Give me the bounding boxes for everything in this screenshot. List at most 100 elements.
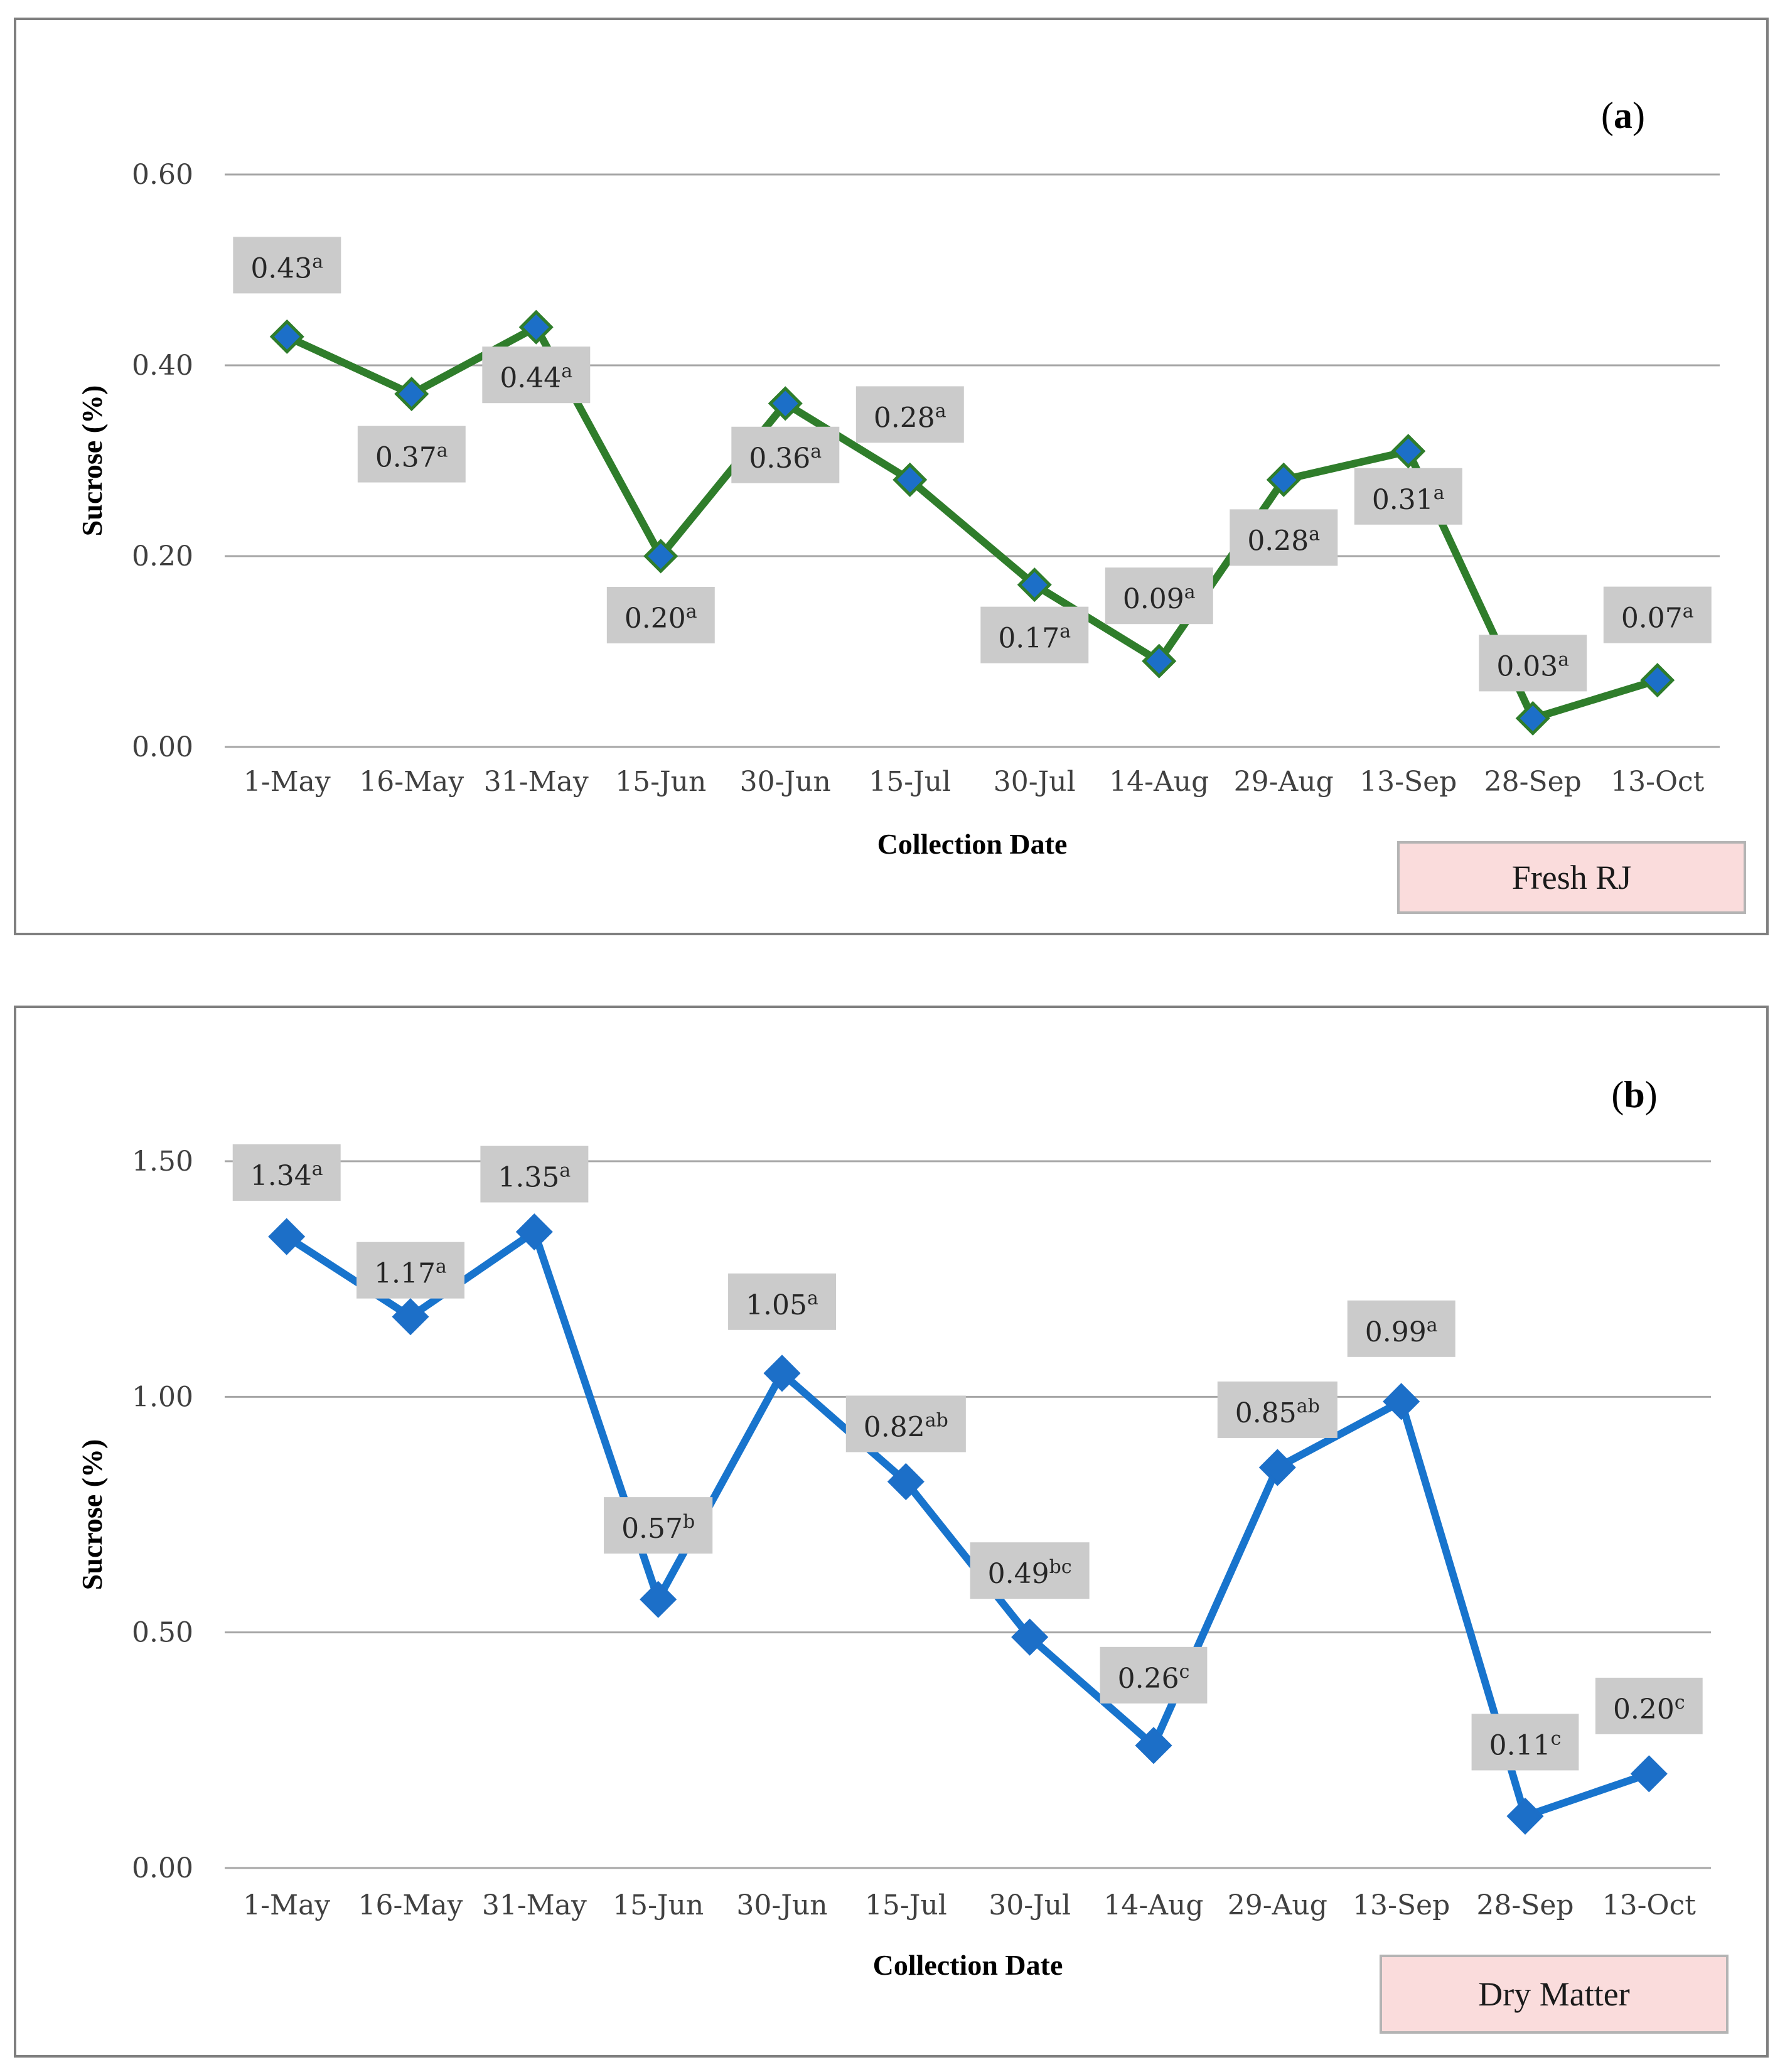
data-label-text: 0.82ab: [864, 1409, 948, 1443]
y-tick-label: 0.60: [132, 159, 193, 191]
data-label-text: 0.37a: [375, 440, 448, 474]
data-label: 0.03a: [1479, 635, 1587, 692]
x-tick-label: 1-May: [244, 766, 331, 798]
data-label-text: 1.34a: [250, 1158, 323, 1192]
data-label: 1.35a: [480, 1146, 589, 1203]
data-label: 1.34a: [232, 1144, 341, 1201]
data-label-box: [606, 587, 715, 643]
chart-panel-a: 0.00 0.20 0.40 0.60 1-May 16-May 31-May 15-Jun 3…: [14, 18, 1769, 935]
x-axis-title: Collection Date: [877, 828, 1068, 860]
legend-label: Dry Matter: [1478, 1975, 1630, 2013]
data-label-box: [855, 386, 964, 443]
data-label-text: 1.05a: [746, 1287, 818, 1321]
data-label-box: [845, 1395, 966, 1452]
data-point-marker: [1391, 434, 1426, 469]
data-label-box: [1471, 1714, 1579, 1771]
chart-panel-b: 0.00 0.50 1.00 1.50 1-May 16-May 31-May 15-Jun 3…: [14, 1006, 1769, 2058]
data-label-box: [604, 1497, 713, 1554]
data-label-box: [1230, 509, 1338, 566]
x-tick-label: 15-Jul: [865, 1889, 947, 1921]
panel-letter: (a): [1601, 95, 1645, 136]
x-tick-label: 15-Jun: [613, 1889, 704, 1921]
data-label-text: 0.28a: [1247, 523, 1320, 557]
x-tick-label: 28-Sep: [1484, 766, 1582, 798]
data-label: 0.57b: [604, 1497, 713, 1554]
data-point-marker: [394, 377, 429, 412]
data-label: 0.07a: [1603, 586, 1712, 643]
data-label-box: [1479, 635, 1587, 692]
series-line: [282, 1228, 1653, 1820]
data-point-marker: [1383, 1383, 1420, 1420]
data-label-box: [356, 1242, 465, 1299]
data-point-marker: [887, 1463, 925, 1500]
data-point-marker: [768, 386, 803, 421]
x-tick-label: 14-Aug: [1103, 1889, 1203, 1921]
panel-letter: (b): [1611, 1074, 1657, 1115]
data-point-marker: [269, 319, 304, 354]
data-label-text: 0.49bc: [988, 1556, 1072, 1590]
y-tick-label: 0.00: [132, 1852, 193, 1884]
data-label-box: [1603, 586, 1712, 643]
x-tick-label: 1-May: [243, 1889, 330, 1921]
data-label: 0.82ab: [845, 1395, 966, 1452]
x-tick-label: 30-Jul: [994, 766, 1076, 798]
data-label: 0.28a: [855, 386, 964, 443]
x-tick-label: 15-Jun: [615, 766, 706, 798]
data-label-text: 0.43a: [250, 250, 323, 284]
x-tick-label: 16-May: [359, 766, 464, 798]
data-label-text: 0.17a: [998, 621, 1071, 655]
x-tick-label: 14-Aug: [1109, 766, 1209, 798]
data-label-text: 0.03a: [1496, 648, 1569, 682]
x-tick-label: 16-May: [358, 1889, 463, 1921]
data-point-marker: [268, 1218, 306, 1255]
data-label-box: [1105, 567, 1213, 625]
data-label-text: 0.57b: [621, 1511, 695, 1545]
data-label-text: 0.20a: [624, 601, 697, 635]
gridlines: [225, 1160, 1711, 1869]
x-tick-label: 15-Jul: [869, 766, 951, 798]
line-chart-fresh-rj: 0.00 0.20 0.40 0.60 1-May 16-May 31-May 15-Jun 3…: [76, 95, 1720, 860]
data-label-box: [482, 346, 591, 404]
data-label: 0.49bc: [970, 1542, 1090, 1599]
data-point-marker: [640, 1581, 677, 1618]
data-label-text: 0.99a: [1365, 1314, 1438, 1348]
x-tick-label: 13-Oct: [1602, 1889, 1697, 1921]
data-point-marker: [1640, 663, 1675, 698]
y-tick-label: 0.20: [132, 540, 193, 572]
data-label-box: [980, 606, 1089, 663]
data-point-marker: [1017, 567, 1052, 603]
x-tick-label: 29-Aug: [1228, 1889, 1327, 1921]
y-tick-label: 0.50: [132, 1617, 193, 1649]
data-label: 1.05a: [728, 1273, 837, 1330]
data-point-marker: [763, 1355, 801, 1392]
data-point-marker: [1011, 1618, 1049, 1656]
data-label: 0.20a: [606, 587, 715, 643]
data-label-box: [1217, 1381, 1337, 1438]
legend-fresh-rj: Fresh RJ: [1397, 841, 1746, 914]
data-label-text: 0.07a: [1621, 601, 1694, 635]
data-point-marker: [643, 539, 678, 574]
data-label: 0.37a: [357, 426, 466, 483]
data-label-text: 1.17a: [374, 1256, 447, 1290]
data-point-marker: [1630, 1755, 1668, 1793]
y-tick-label: 0.00: [132, 731, 193, 763]
x-tick-label: 31-May: [482, 1889, 587, 1921]
x-tick-label: 13-Sep: [1359, 766, 1457, 798]
y-tick-label: 1.50: [132, 1146, 193, 1178]
x-tick-label: 29-Aug: [1234, 766, 1334, 798]
y-axis-title: Sucrose (%): [76, 1439, 108, 1591]
data-label: 0.36a: [731, 426, 840, 483]
data-point-marker: [1266, 462, 1301, 497]
data-label-text: 0.36a: [749, 441, 822, 475]
data-point-marker: [1515, 701, 1550, 736]
data-point-marker: [1142, 643, 1177, 679]
data-label: 0.20c: [1595, 1677, 1703, 1734]
x-axis-title: Collection Date: [873, 1949, 1063, 1981]
data-label-box: [357, 426, 466, 483]
data-label: 0.31a: [1354, 468, 1462, 525]
data-label-box: [728, 1273, 837, 1330]
y-tick-label: 0.40: [132, 350, 193, 382]
x-tick-label: 30-Jun: [740, 766, 831, 798]
data-label: 0.11c: [1471, 1714, 1579, 1771]
data-label: 0.43a: [233, 237, 341, 294]
